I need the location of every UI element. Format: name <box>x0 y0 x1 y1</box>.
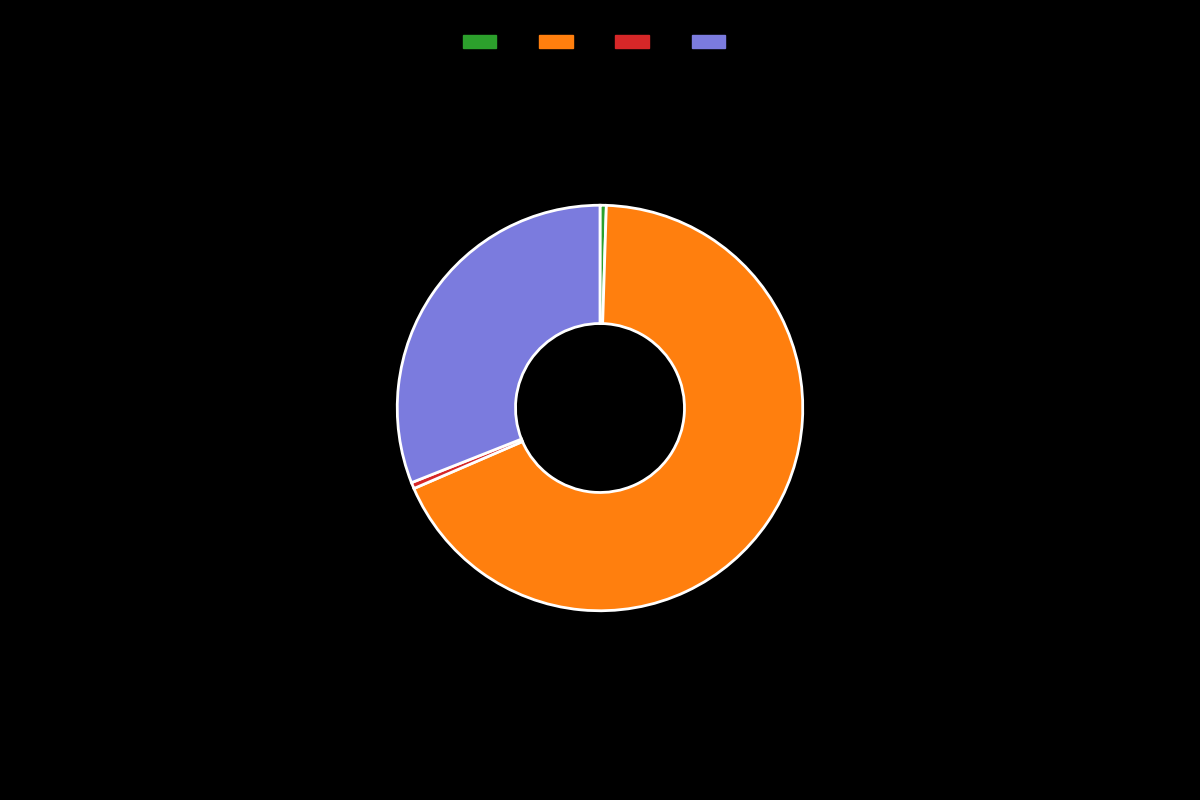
Legend: , , , : , , , <box>456 29 744 56</box>
Wedge shape <box>600 206 606 323</box>
Wedge shape <box>397 206 600 482</box>
Wedge shape <box>414 206 803 610</box>
Wedge shape <box>412 439 522 489</box>
